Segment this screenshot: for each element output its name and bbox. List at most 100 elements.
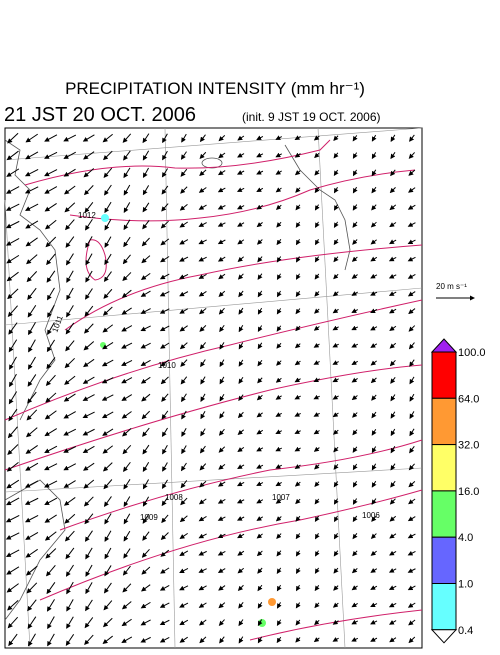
wind-arrow [238,394,244,402]
wind-arrow [352,412,358,418]
wind-arrow [84,513,94,525]
wind-arrow [257,584,263,592]
wind-arrow [160,220,169,229]
wind-arrow [218,307,225,315]
wind-arrow [314,498,320,505]
wind-arrow [199,308,207,315]
wind-arrow [256,446,264,452]
wind-arrow [142,479,149,490]
wind-arrow [219,376,225,385]
wind-arrow [64,357,76,369]
wind-arrow [85,270,93,283]
wind-arrow [257,359,263,367]
wind-arrow [257,342,263,350]
wind-arrow [85,253,93,266]
wind-arrow [238,325,244,333]
wind-arrow [332,637,339,642]
wind-arrow [63,168,76,177]
wind-arrow [141,255,151,264]
wind-arrow [179,532,188,540]
wind-arrow [198,273,207,279]
wind-arrow [200,393,206,402]
wind-arrow [85,599,93,612]
wind-arrow [217,481,226,487]
wind-arrow [314,567,320,574]
wind-arrow [63,411,76,419]
wind-arrow [351,619,359,625]
wind-arrow [256,533,263,539]
wind-arrow [276,290,282,298]
wind-arrow [44,219,57,230]
wind-arrow [179,239,189,245]
wind-arrow [83,168,95,178]
wind-arrow [351,291,358,296]
wind-arrow [200,410,206,420]
wind-arrow [314,585,320,592]
wind-arrow [179,308,189,314]
wind-arrow [63,393,76,402]
wind-arrow [238,290,244,298]
wind-arrow [179,585,189,591]
wind-arrow [389,342,397,349]
wind-arrow [198,619,207,626]
wind-arrow [82,394,95,401]
wind-arrow [179,221,188,228]
wind-arrow [47,287,55,301]
wind-arrow [314,273,320,280]
wind-arrow [160,549,170,557]
wind-arrow [390,134,396,142]
wind-arrow [218,273,226,280]
wind-arrow [160,238,170,246]
wind-arrow [276,584,282,592]
wind-arrow [256,170,264,175]
wind-arrow [389,204,397,211]
wind-arrow [389,359,396,367]
wind-arrow [352,515,358,523]
wind-arrow [370,637,378,642]
wind-arrow [388,602,397,608]
wind-arrow [275,135,283,140]
colorbar-label: 1.0 [458,579,473,591]
wind-arrow [27,356,36,370]
wind-arrow [295,533,301,540]
wind-arrow [370,308,378,313]
wind-arrow [389,550,397,556]
wind-arrow [370,343,378,348]
wind-arrow [103,479,113,490]
wind-arrow [371,428,377,436]
wind-arrow [313,325,320,331]
colorbar-triangle [430,338,458,353]
wind-arrow [7,616,19,629]
wind-arrow [408,636,416,644]
wind-arrow [140,636,151,643]
wind-arrow [390,411,396,419]
wind-arrow [6,150,19,161]
wind-arrow [256,550,263,557]
wind-arrow [294,394,301,400]
wind-arrow [5,515,20,523]
wind-arrow [123,548,131,559]
wind-arrow [371,480,377,488]
wind-arrow [370,377,377,384]
wind-arrow [179,515,188,523]
colorbar-label: 0.4 [458,625,473,637]
wind-arrow [333,446,339,453]
wind-arrow [121,394,133,401]
wind-arrow [141,410,151,420]
wind-arrow [140,290,151,297]
wind-arrow [257,636,263,644]
wind-arrow [276,360,282,366]
wind-arrow [276,533,282,539]
wind-arrow [65,253,74,266]
wind-arrow [256,429,264,435]
wind-arrow [371,498,377,505]
wind-arrow [315,238,320,246]
wind-arrow [295,619,301,626]
wind-arrow [104,547,112,560]
wind-arrow [142,202,150,213]
wind-arrow [257,273,263,280]
wind-arrow [179,325,188,332]
wind-arrow [6,271,19,282]
wind-arrow [26,254,38,265]
wind-arrow [238,342,244,350]
